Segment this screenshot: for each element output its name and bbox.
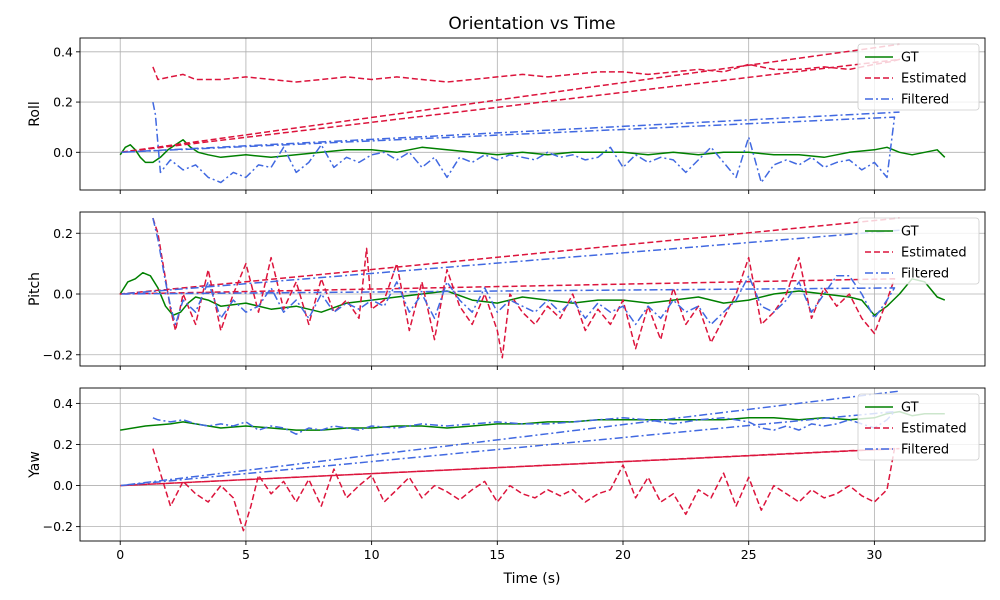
- x-tick-label: 20: [615, 547, 631, 562]
- legend-box: [857, 393, 980, 461]
- y-axis-label: Roll: [27, 101, 43, 126]
- y-tick-label: 0.0: [53, 478, 73, 493]
- y-tick-label: 0.4: [53, 396, 73, 411]
- chart-title: Orientation vs Time: [448, 14, 615, 34]
- y-tick-label: 0.2: [53, 95, 73, 110]
- panel-roll: 0.0 0.2 0.4 Roll GT Estimated Filtered: [27, 37, 986, 194]
- legend-label-gt: GT: [901, 401, 919, 416]
- series-line-gt: [119, 139, 946, 164]
- y-tick-label: −0.2: [43, 519, 73, 534]
- series-line-estimated: [119, 447, 900, 532]
- legend-box: [857, 43, 980, 111]
- x-tick-label: 15: [489, 547, 505, 562]
- panel-pitch: −0.2 0.0 0.2 Pitch GT Estimated Filtered: [27, 211, 986, 370]
- legend-label-estimated: Estimated: [901, 422, 967, 437]
- legend: GT Estimated Filtered: [857, 43, 980, 111]
- series-line-gt: [120, 410, 945, 431]
- panel-frame: [79, 211, 986, 367]
- legend-label-filtered: Filtered: [901, 267, 949, 282]
- y-tick-label: 0.2: [53, 226, 73, 241]
- y-tick-label: 0.4: [53, 44, 73, 59]
- panel-frame: [79, 387, 986, 542]
- y-tick-label: 0.0: [53, 145, 73, 160]
- series-line-gt: [119, 271, 946, 317]
- x-tick-label: 25: [741, 547, 757, 562]
- series-line-estimated: [119, 43, 901, 154]
- series-line-filtered: [119, 390, 900, 487]
- legend-label-estimated: Estimated: [901, 72, 967, 87]
- x-axis-label: Time (s): [503, 571, 561, 587]
- legend-box: [857, 217, 980, 285]
- legend-label-gt: GT: [901, 51, 919, 66]
- series-line-filtered: [119, 101, 900, 184]
- legend-label-filtered: Filtered: [901, 443, 949, 458]
- y-axis-label: Yaw: [27, 451, 43, 479]
- x-tick-label: 10: [364, 547, 380, 562]
- series-line-filtered: [119, 217, 900, 326]
- series-group: [119, 43, 946, 184]
- series-group: [119, 217, 946, 359]
- legend: GT Estimated Filtered: [857, 393, 980, 461]
- y-tick-label: −0.2: [43, 347, 73, 362]
- x-tick-label: 5: [242, 547, 250, 562]
- panel-frame: [79, 37, 986, 191]
- panel-yaw: 0 5 10 15 20 25 30 −0.2 0.0 0.2 0.4 Yaw GT Estimated F…: [27, 387, 986, 562]
- y-tick-label: 0.0: [53, 287, 73, 302]
- y-axis-label: Pitch: [27, 272, 43, 306]
- legend-label-gt: GT: [901, 225, 919, 240]
- legend-label-filtered: Filtered: [901, 93, 949, 108]
- panels-group: 0.00.20.4RollGTEstimatedFiltered−0.20.00…: [27, 37, 986, 562]
- x-tick-label: 30: [866, 547, 882, 562]
- legend: GT Estimated Filtered: [857, 217, 980, 285]
- x-tick-label: 0: [116, 547, 124, 562]
- legend-label-estimated: Estimated: [901, 246, 967, 261]
- y-tick-label: 0.2: [53, 437, 73, 452]
- series-group: [119, 390, 945, 532]
- series-line-estimated: [119, 217, 900, 359]
